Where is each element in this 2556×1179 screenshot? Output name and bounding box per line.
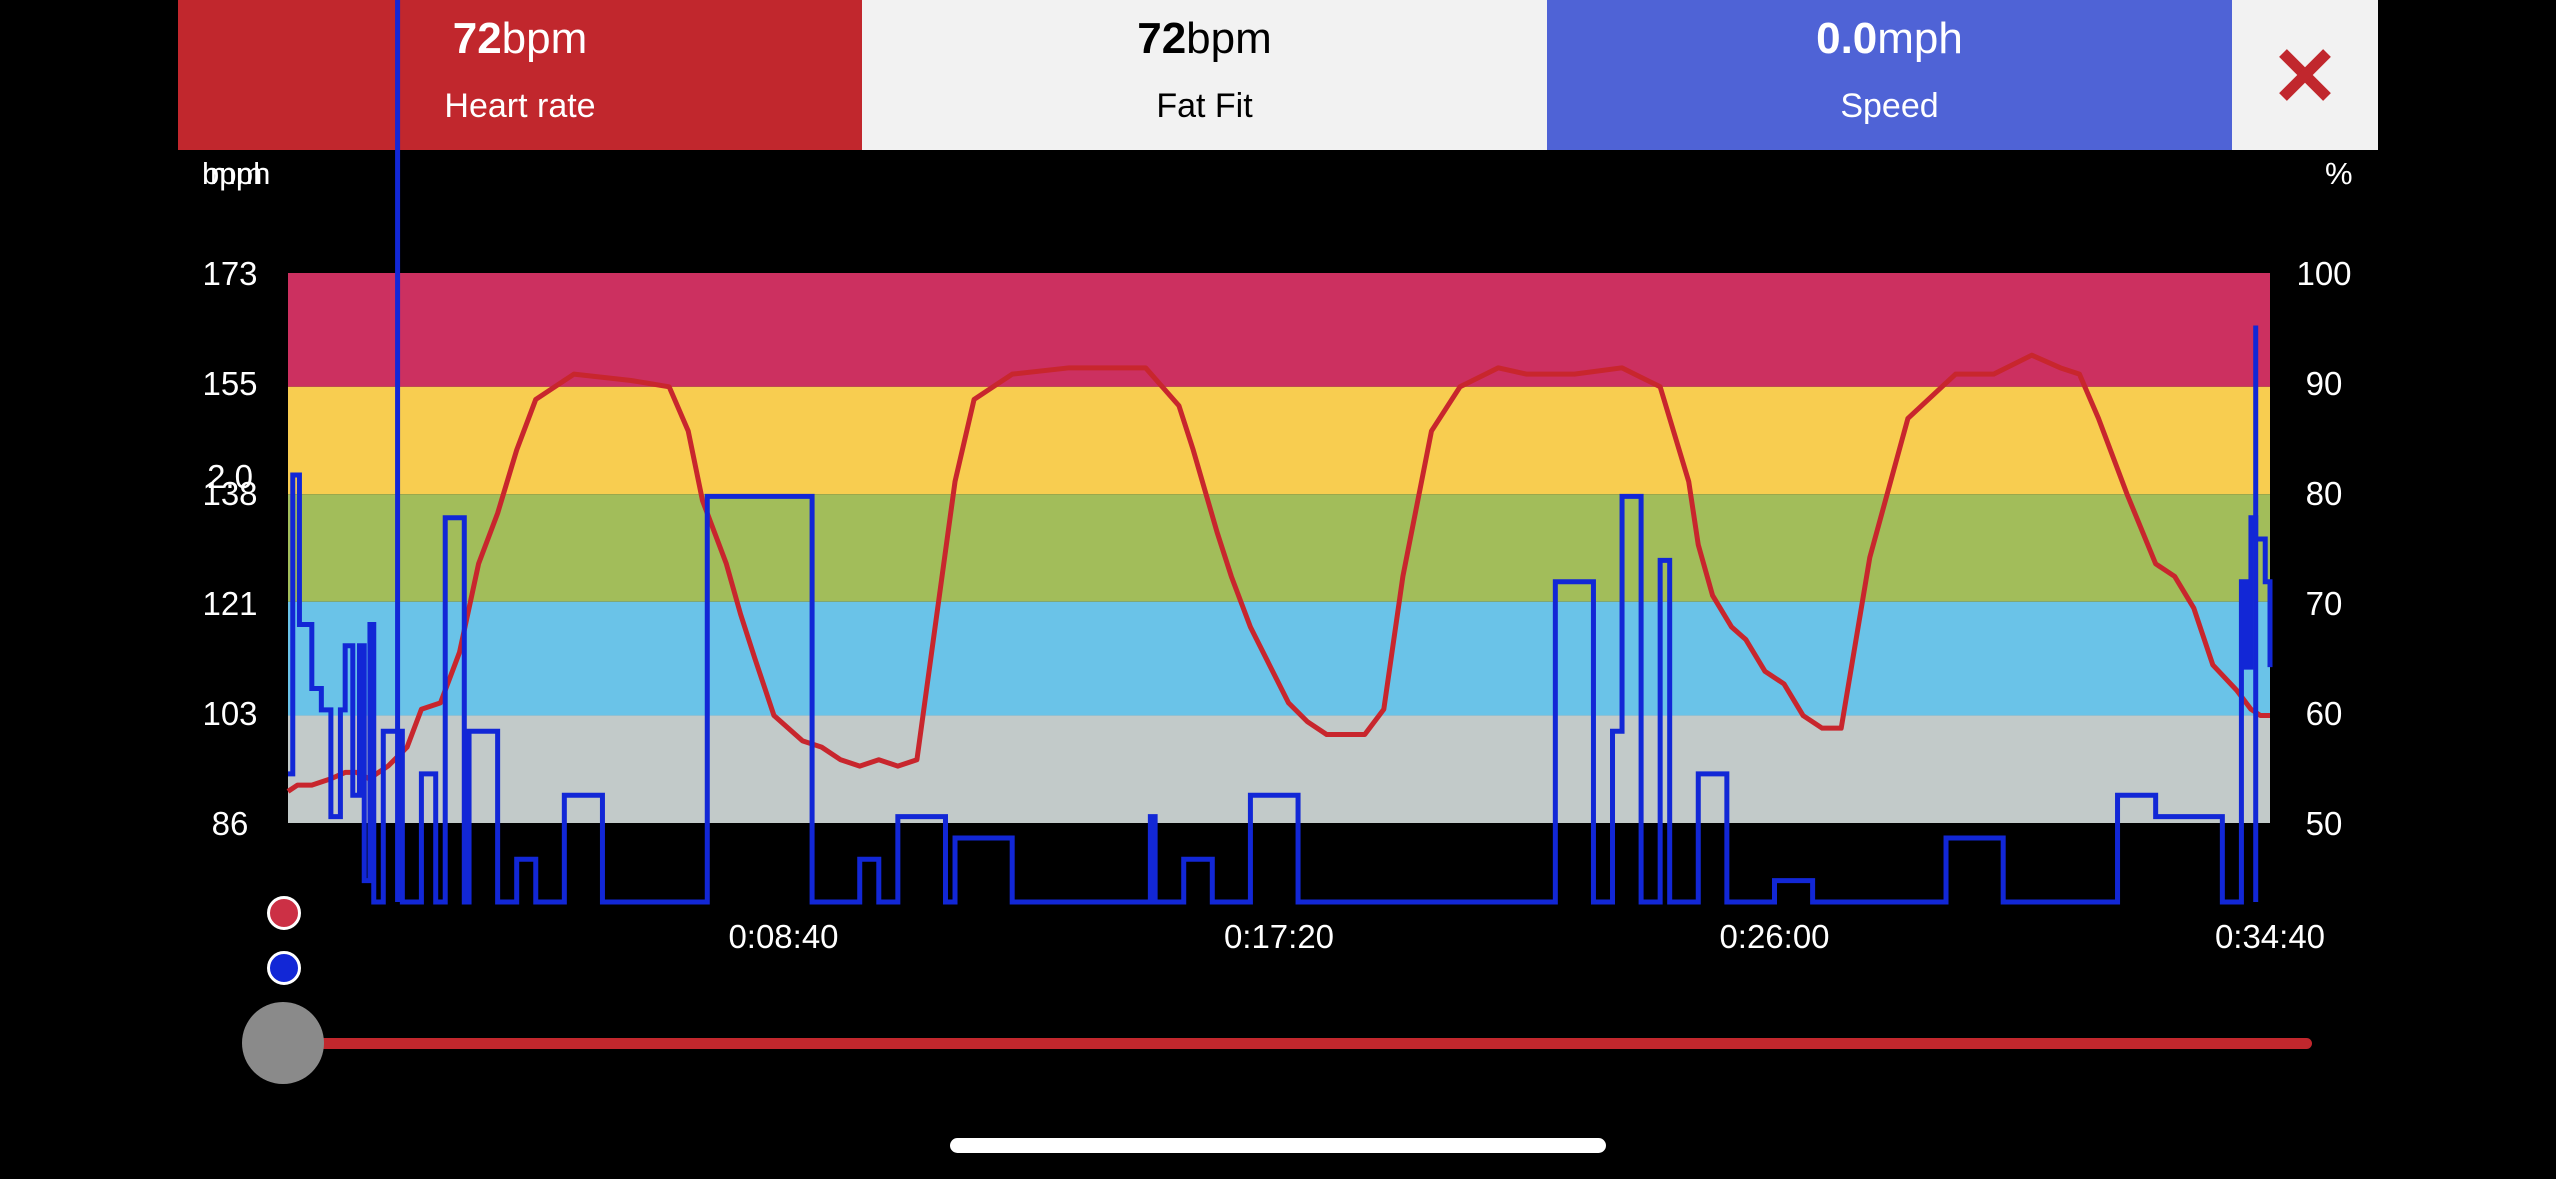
x-tick-label: 0:08:40: [728, 918, 838, 955]
fat-fit-label: Fat Fit: [1156, 87, 1253, 125]
y-tick-label-percent: 80: [2306, 475, 2343, 512]
mph-unit-label: mph: [210, 156, 271, 191]
y-tick-label-bpm: 86: [212, 805, 249, 842]
y-tick-label-bpm: 173: [202, 255, 257, 292]
speed-value: 0.0mph: [1816, 14, 1963, 63]
zone-band-zone-5: [288, 273, 2270, 387]
fat-fit-tile[interactable]: 72bpm Fat Fit: [862, 0, 1547, 150]
y-tick-label-speed: 2.0: [207, 458, 253, 495]
y-tick-label-bpm: 103: [202, 695, 257, 732]
y-tick-label-percent: 70: [2306, 585, 2343, 622]
speed-tile[interactable]: 0.0mph Speed: [1547, 0, 2232, 150]
y-tick-label-percent: 60: [2306, 695, 2343, 732]
metrics-header: 72bpm Heart rate 72bpm Fat Fit 0.0mph Sp…: [178, 0, 2378, 150]
y-tick-label-percent: 100: [2296, 255, 2351, 292]
speed-marker: [267, 951, 301, 985]
y-tick-label-percent: 50: [2306, 805, 2343, 842]
zone-band-zone-2: [288, 601, 2270, 716]
timeline-slider-thumb[interactable]: [242, 1002, 324, 1084]
y-tick-label-bpm: 121: [202, 585, 257, 622]
fat-fit-value: 72bpm: [1137, 14, 1272, 63]
zone-band-zone-3: [288, 494, 2270, 602]
x-tick-label: 0:34:40: [2215, 918, 2325, 955]
close-icon: [2279, 49, 2331, 101]
zone-band-zone-4: [288, 386, 2270, 495]
timeline-slider-track[interactable]: [280, 1038, 2312, 1049]
workout-chart: 173 155 138 121 103 86 100 90 80 70 60 50 2.0 0:08:40…: [202, 0, 2352, 955]
percent-unit-label: %: [2325, 156, 2353, 191]
bpm-unit-label: bpm: [202, 156, 263, 191]
home-indicator: [950, 1138, 1606, 1153]
y-tick-label-bpm: 138: [202, 475, 257, 512]
heart-rate-value: 72bpm: [452, 14, 588, 63]
heart-rate-line: [286, 352, 2270, 794]
x-tick-label: 0:17:20: [1224, 918, 1334, 955]
speed-line: [288, 472, 2273, 905]
y-tick-label-bpm: 155: [202, 365, 257, 402]
zone-band-zone-1: [288, 715, 2270, 823]
speed-label: Speed: [1840, 87, 1939, 125]
y-tick-label-percent: 90: [2306, 365, 2343, 402]
close-button[interactable]: [2232, 0, 2378, 150]
heart-rate-label: Heart rate: [444, 87, 596, 125]
x-tick-label: 0:26:00: [1719, 918, 1829, 955]
heart-rate-tile[interactable]: 72bpm Heart rate: [178, 0, 862, 150]
heart-rate-marker: [267, 896, 301, 930]
